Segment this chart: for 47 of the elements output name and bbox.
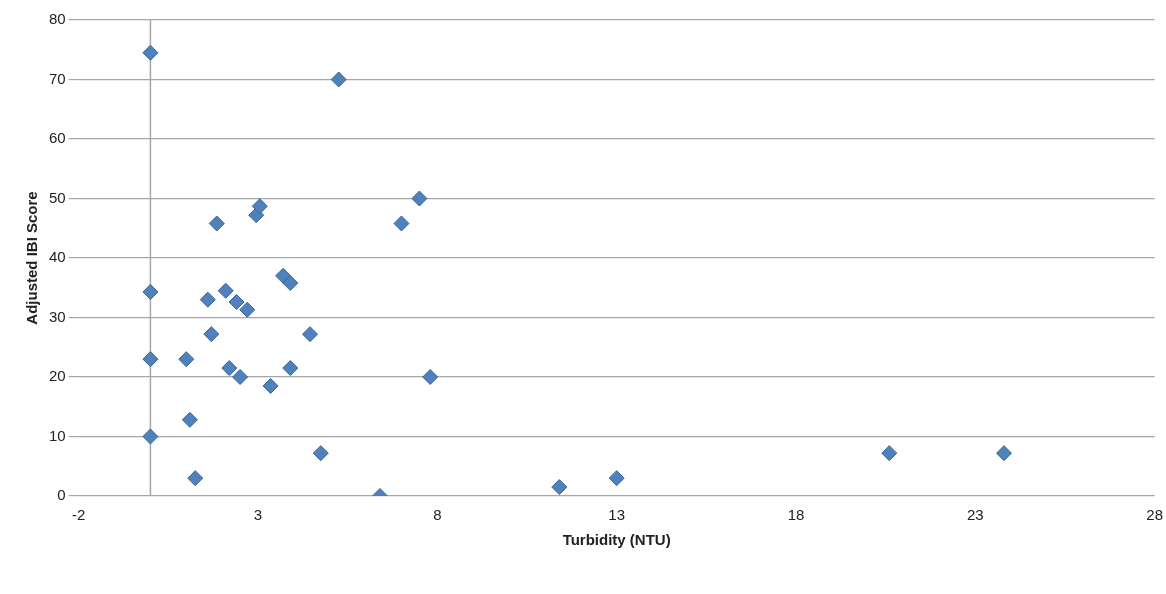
point — [208, 215, 225, 232]
y-tick-label: 40 — [49, 248, 66, 266]
point — [142, 428, 159, 445]
y-tick-label: 20 — [49, 367, 66, 385]
point — [262, 377, 279, 394]
point — [142, 351, 159, 368]
x-tick-label: 8 — [433, 506, 442, 524]
point — [232, 369, 249, 385]
point — [608, 470, 625, 487]
point — [142, 44, 159, 61]
point — [199, 291, 216, 308]
x-axis-title: Turbidity (NTU) — [562, 531, 671, 549]
point — [221, 360, 238, 377]
point — [178, 351, 195, 368]
y-tick-label: 30 — [49, 307, 66, 325]
point — [996, 445, 1013, 462]
point — [203, 326, 220, 343]
y-tick-label: 70 — [49, 69, 66, 87]
point — [181, 411, 198, 428]
point — [411, 190, 428, 207]
x-tick-label: 23 — [966, 506, 984, 524]
point — [551, 479, 568, 496]
y-tick-label: 0 — [57, 486, 66, 504]
point — [422, 369, 439, 385]
point — [302, 326, 319, 343]
point — [187, 470, 204, 487]
point — [393, 215, 410, 232]
point — [881, 445, 898, 462]
point — [312, 445, 329, 462]
point — [142, 283, 159, 300]
x-tick-label: 28 — [1146, 506, 1163, 524]
point — [228, 294, 245, 311]
x-tick-label: 18 — [787, 506, 805, 524]
point — [217, 282, 234, 299]
y-tick-label: 60 — [49, 129, 66, 147]
y-tick-label: 50 — [49, 188, 66, 206]
y-tick-label: 80 — [49, 10, 66, 28]
point — [239, 301, 256, 318]
point — [330, 71, 347, 88]
x-tick-label: -2 — [72, 506, 86, 524]
x-tick-label: 13 — [608, 506, 626, 524]
point — [251, 198, 268, 215]
y-tick-label: 10 — [49, 426, 66, 444]
x-tick-label: 3 — [253, 506, 263, 524]
point — [282, 360, 299, 377]
y-axis-title: Adjusted IBI Score — [23, 191, 41, 325]
point — [282, 274, 299, 291]
